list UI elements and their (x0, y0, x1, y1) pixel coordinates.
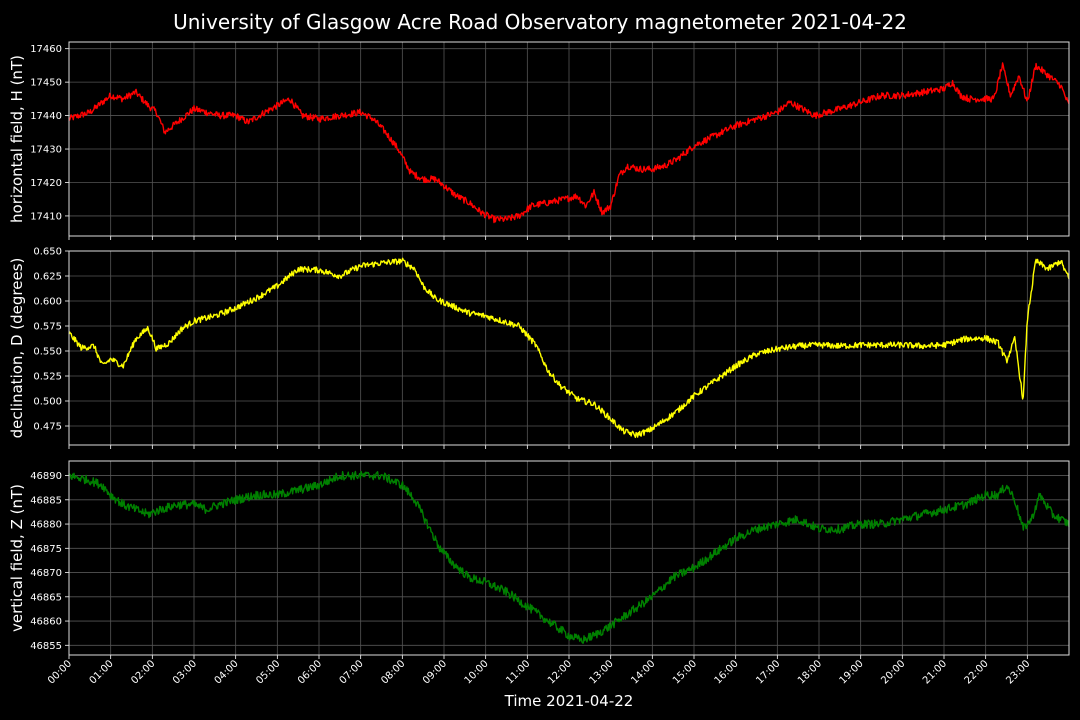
x-tick-label: 17:00 (754, 658, 782, 686)
y-tick-label: 46890 (30, 471, 62, 482)
y-tick-label: 0.600 (33, 297, 62, 308)
y-axis-label: declination, D (degrees) (8, 258, 26, 439)
x-tick-label: 07:00 (338, 658, 366, 686)
x-tick-label: 08:00 (379, 658, 407, 686)
y-tick-label: 0.550 (33, 347, 62, 358)
y-tick-label: 0.525 (33, 372, 62, 383)
x-tick-label: 20:00 (879, 658, 907, 686)
y-tick-label: 46875 (30, 544, 62, 555)
data-series-line (68, 257, 1070, 439)
axes-frame (68, 41, 1070, 237)
y-tick-label: 46885 (30, 495, 62, 506)
chart-panels: 17410 17420 17430 17440 17450 17460 horizontal… (8, 41, 1070, 659)
y-axis-label: horizontal field, H (nT) (8, 55, 26, 223)
y-tick-label: 46865 (30, 592, 62, 603)
y-axis-label: vertical field, Z (nT) (8, 484, 26, 632)
x-tick-label: 19:00 (838, 658, 866, 686)
panel-2: 0.475 0.500 0.525 0.550 0.575 0.600 0.625 0.650… (8, 247, 1070, 449)
x-tick-label: 01:00 (88, 658, 116, 686)
y-tick-label: 0.575 (33, 322, 62, 333)
y-tick-label: 46860 (30, 617, 62, 628)
y-tick-label: 46870 (30, 568, 62, 579)
x-tick-label: 15:00 (671, 658, 699, 686)
x-tick-label: 23:00 (1004, 658, 1032, 686)
data-series-line (68, 470, 1070, 644)
panel-3: 46855 46860 46865 46870 46875 46880 46885 46890… (8, 460, 1070, 659)
y-tick-label: 17440 (30, 111, 62, 122)
y-tick-label: 46855 (30, 641, 62, 652)
data-series-line (68, 62, 1070, 224)
x-axis-ticks: 00:00 01:00 02:00 03:00 04:00 05:00 06:00 07:00… (46, 658, 1032, 686)
x-tick-label: 13:00 (588, 658, 616, 686)
y-tick-label: 17410 (30, 211, 62, 222)
x-tick-label: 10:00 (463, 658, 491, 686)
axes-frame (68, 460, 1070, 656)
y-tick-label: 17430 (30, 145, 62, 156)
x-tick-label: 03:00 (171, 658, 199, 686)
x-tick-label: 18:00 (796, 658, 824, 686)
y-tick-label: 17450 (30, 78, 62, 89)
y-tick-label: 0.475 (33, 422, 62, 433)
y-tick-label: 0.625 (33, 272, 62, 283)
x-tick-label: 22:00 (963, 658, 991, 686)
x-tick-label: 12:00 (546, 658, 574, 686)
x-tick-label: 04:00 (213, 658, 241, 686)
y-tick-label: 0.650 (33, 247, 62, 258)
x-tick-label: 14:00 (629, 658, 657, 686)
x-tick-label: 09:00 (421, 658, 449, 686)
x-tick-label: 21:00 (921, 658, 949, 686)
x-tick-label: 11:00 (504, 658, 532, 686)
x-tick-label: 05:00 (254, 658, 282, 686)
x-axis-label: Time 2021-04-22 (504, 692, 634, 710)
y-tick-label: 46880 (30, 520, 62, 531)
x-tick-label: 16:00 (713, 658, 741, 686)
y-tick-label: 17420 (30, 178, 62, 189)
x-tick-label: 00:00 (46, 658, 74, 686)
axes-frame (68, 250, 1070, 446)
panel-1: 17410 17420 17430 17440 17450 17460 horizontal… (8, 41, 1070, 240)
chart-title: University of Glasgow Acre Road Observat… (173, 10, 907, 34)
y-tick-label: 0.500 (33, 397, 62, 408)
y-tick-label: 17460 (30, 44, 62, 55)
x-tick-label: 06:00 (296, 658, 324, 686)
x-tick-label: 02:00 (129, 658, 157, 686)
